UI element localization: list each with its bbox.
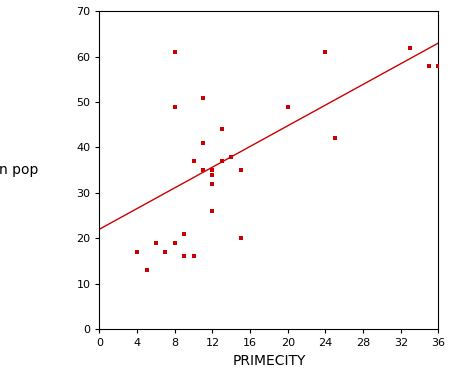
Point bbox=[180, 231, 187, 237]
Point bbox=[424, 63, 432, 69]
Point bbox=[199, 95, 206, 101]
Point bbox=[171, 104, 178, 110]
Point bbox=[236, 235, 244, 241]
Point bbox=[208, 208, 216, 214]
Point bbox=[406, 45, 413, 50]
Point bbox=[189, 254, 197, 260]
Point bbox=[143, 267, 150, 273]
Point bbox=[171, 49, 178, 55]
Point bbox=[152, 240, 159, 246]
Point bbox=[321, 49, 328, 55]
Point bbox=[199, 140, 206, 146]
Point bbox=[331, 135, 338, 141]
Point bbox=[208, 167, 216, 173]
Point bbox=[208, 172, 216, 178]
Point bbox=[434, 63, 441, 69]
Point bbox=[227, 154, 235, 160]
Point bbox=[218, 126, 225, 132]
Point bbox=[199, 167, 206, 173]
Point bbox=[208, 181, 216, 187]
Point bbox=[180, 254, 187, 260]
Text: urban pop: urban pop bbox=[0, 163, 38, 177]
Point bbox=[171, 240, 178, 246]
Point bbox=[133, 249, 140, 255]
Point bbox=[236, 167, 244, 173]
Point bbox=[161, 249, 169, 255]
X-axis label: PRIMECITY: PRIMECITY bbox=[232, 354, 305, 368]
Point bbox=[189, 158, 197, 164]
Point bbox=[284, 104, 291, 110]
Point bbox=[218, 158, 225, 164]
